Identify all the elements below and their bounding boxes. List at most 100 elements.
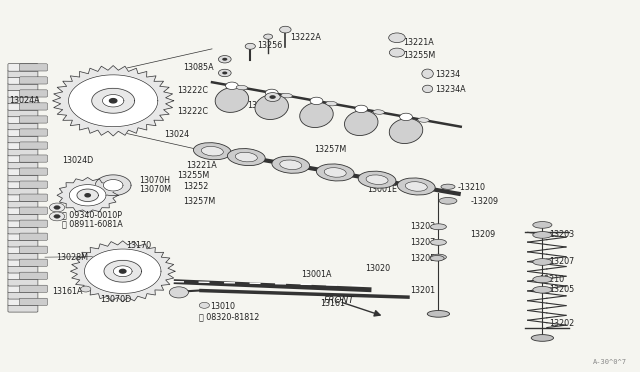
FancyBboxPatch shape bbox=[8, 142, 38, 149]
FancyBboxPatch shape bbox=[19, 77, 47, 84]
Ellipse shape bbox=[533, 259, 552, 265]
Circle shape bbox=[54, 215, 60, 218]
FancyBboxPatch shape bbox=[8, 240, 38, 247]
Polygon shape bbox=[85, 194, 90, 197]
FancyBboxPatch shape bbox=[8, 187, 38, 195]
FancyBboxPatch shape bbox=[8, 194, 38, 201]
Text: 13161: 13161 bbox=[321, 299, 346, 308]
FancyBboxPatch shape bbox=[19, 220, 47, 227]
Ellipse shape bbox=[326, 101, 337, 106]
Circle shape bbox=[49, 203, 65, 212]
Text: 13001A: 13001A bbox=[301, 270, 332, 279]
FancyBboxPatch shape bbox=[19, 103, 47, 110]
Circle shape bbox=[280, 26, 291, 33]
Text: 13161A: 13161A bbox=[52, 287, 83, 296]
FancyBboxPatch shape bbox=[8, 246, 38, 253]
Ellipse shape bbox=[316, 164, 354, 181]
Ellipse shape bbox=[533, 222, 552, 228]
FancyBboxPatch shape bbox=[19, 142, 47, 149]
Ellipse shape bbox=[358, 171, 396, 188]
Circle shape bbox=[54, 206, 60, 209]
FancyBboxPatch shape bbox=[8, 168, 38, 175]
Text: 13207: 13207 bbox=[548, 257, 574, 266]
Text: 13024: 13024 bbox=[164, 130, 189, 140]
Polygon shape bbox=[68, 75, 158, 127]
Text: 13221A: 13221A bbox=[403, 38, 434, 47]
Ellipse shape bbox=[430, 256, 444, 261]
Circle shape bbox=[265, 93, 280, 102]
Ellipse shape bbox=[236, 152, 257, 162]
FancyBboxPatch shape bbox=[8, 253, 38, 260]
Text: 13085A: 13085A bbox=[183, 63, 214, 72]
Polygon shape bbox=[104, 260, 141, 282]
FancyBboxPatch shape bbox=[19, 90, 47, 97]
Ellipse shape bbox=[431, 224, 446, 230]
Ellipse shape bbox=[422, 85, 433, 93]
Polygon shape bbox=[109, 99, 117, 103]
Circle shape bbox=[245, 43, 255, 49]
Ellipse shape bbox=[533, 232, 552, 238]
FancyBboxPatch shape bbox=[8, 148, 38, 156]
FancyBboxPatch shape bbox=[8, 266, 38, 273]
FancyBboxPatch shape bbox=[8, 233, 38, 240]
Polygon shape bbox=[102, 94, 124, 107]
Text: 13222C: 13222C bbox=[177, 108, 208, 116]
Ellipse shape bbox=[441, 184, 455, 189]
Ellipse shape bbox=[236, 85, 248, 90]
FancyBboxPatch shape bbox=[8, 129, 38, 136]
FancyBboxPatch shape bbox=[19, 155, 47, 162]
Ellipse shape bbox=[531, 335, 554, 341]
Circle shape bbox=[266, 89, 278, 97]
Polygon shape bbox=[103, 180, 123, 191]
Text: ⎕ 08911-6081A: ⎕ 08911-6081A bbox=[62, 220, 123, 229]
Text: 13210: 13210 bbox=[539, 275, 564, 284]
Circle shape bbox=[81, 286, 91, 292]
FancyBboxPatch shape bbox=[19, 285, 47, 292]
Text: ⎕ 09340-0010P: ⎕ 09340-0010P bbox=[62, 211, 122, 219]
Ellipse shape bbox=[255, 94, 289, 119]
Circle shape bbox=[399, 113, 412, 121]
Circle shape bbox=[389, 48, 404, 57]
Text: 13234A: 13234A bbox=[435, 85, 466, 94]
Text: 13070H: 13070H bbox=[139, 176, 170, 185]
FancyBboxPatch shape bbox=[8, 220, 38, 227]
FancyBboxPatch shape bbox=[19, 207, 47, 214]
FancyBboxPatch shape bbox=[19, 233, 47, 240]
Text: 13203: 13203 bbox=[410, 221, 435, 231]
Polygon shape bbox=[120, 269, 126, 273]
Text: 13255M: 13255M bbox=[177, 171, 209, 180]
Polygon shape bbox=[52, 65, 173, 136]
Circle shape bbox=[170, 287, 188, 298]
Ellipse shape bbox=[280, 160, 302, 170]
FancyBboxPatch shape bbox=[8, 109, 38, 117]
Text: FRONT: FRONT bbox=[324, 296, 355, 305]
Text: 13257M: 13257M bbox=[314, 145, 346, 154]
Circle shape bbox=[49, 212, 65, 221]
FancyBboxPatch shape bbox=[8, 122, 38, 130]
Polygon shape bbox=[57, 177, 118, 213]
Ellipse shape bbox=[215, 87, 249, 112]
Polygon shape bbox=[70, 241, 175, 302]
Text: A-30^0^7: A-30^0^7 bbox=[593, 359, 627, 365]
Ellipse shape bbox=[300, 102, 333, 128]
Circle shape bbox=[218, 55, 231, 63]
Text: 13170: 13170 bbox=[126, 241, 151, 250]
Polygon shape bbox=[92, 88, 134, 113]
FancyBboxPatch shape bbox=[19, 64, 47, 71]
FancyBboxPatch shape bbox=[8, 161, 38, 169]
Text: 13020: 13020 bbox=[365, 264, 390, 273]
Text: 13202: 13202 bbox=[548, 319, 574, 328]
FancyBboxPatch shape bbox=[8, 103, 38, 110]
Circle shape bbox=[264, 34, 273, 39]
Ellipse shape bbox=[533, 286, 552, 293]
Ellipse shape bbox=[431, 239, 446, 245]
FancyBboxPatch shape bbox=[8, 305, 38, 312]
Ellipse shape bbox=[405, 182, 428, 191]
FancyBboxPatch shape bbox=[8, 96, 38, 104]
Text: 13205: 13205 bbox=[548, 285, 574, 294]
Text: 13221A: 13221A bbox=[186, 161, 217, 170]
Ellipse shape bbox=[439, 198, 457, 204]
Circle shape bbox=[355, 105, 367, 113]
Circle shape bbox=[388, 33, 405, 42]
Text: 13256: 13256 bbox=[257, 41, 282, 51]
